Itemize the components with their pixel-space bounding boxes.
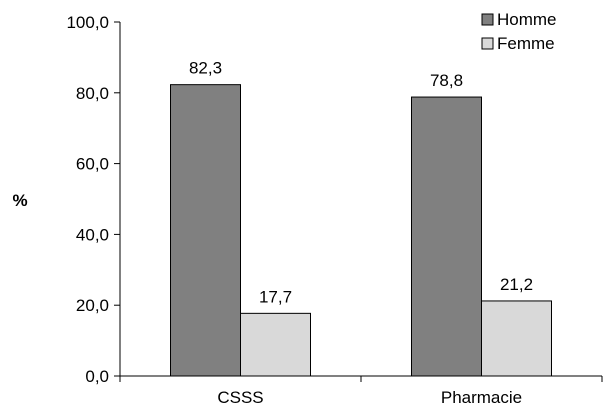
legend-label: Femme	[497, 34, 555, 53]
legend-swatch	[481, 37, 494, 50]
x-tick-label: CSSS	[217, 388, 263, 407]
chart-labels: 82,3 17,7 CSSS 78,8 21,2 Pharmacie	[189, 59, 533, 407]
y-tick-label: 0,0	[85, 367, 109, 386]
bar-femme-pharmacie	[481, 300, 552, 377]
y-tick-label: 60,0	[76, 155, 109, 174]
legend-label: Homme	[497, 10, 557, 29]
data-label: 17,7	[259, 287, 292, 306]
data-label: 21,2	[500, 275, 533, 294]
chart-axes: 0,0 20,0 40,0 60,0 80,0 100,0	[66, 13, 603, 386]
bar-femme-csss	[240, 312, 311, 377]
y-axis-label: %	[12, 191, 27, 210]
data-label: 82,3	[189, 59, 222, 78]
y-tick-label: 40,0	[76, 225, 109, 244]
x-tick-label: Pharmacie	[441, 388, 522, 407]
data-label: 78,8	[430, 71, 463, 90]
legend-swatch	[481, 13, 494, 26]
bar-homme-pharmacie	[411, 96, 482, 377]
y-tick-label: 20,0	[76, 296, 109, 315]
bar-homme-csss	[170, 84, 241, 377]
y-tick-label: 100,0	[66, 13, 109, 32]
legend: Homme Femme	[481, 10, 557, 53]
chart-bars	[170, 84, 552, 377]
y-tick-label: 80,0	[76, 84, 109, 103]
